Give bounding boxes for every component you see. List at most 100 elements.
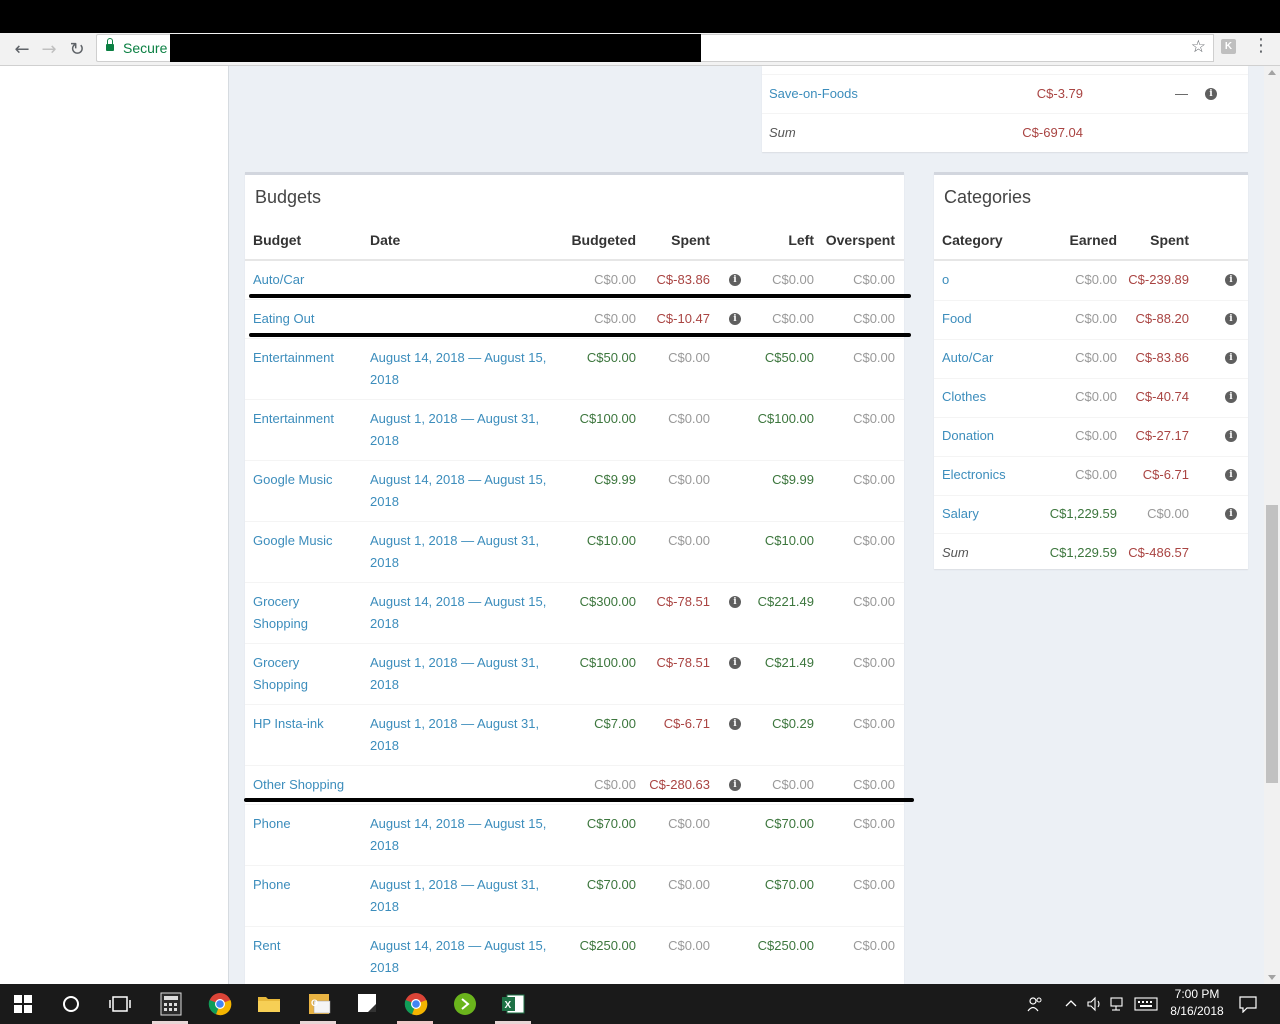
budget-date-link-line2[interactable]: 2018 (370, 616, 399, 631)
row-divider (934, 456, 1248, 457)
info-icon[interactable]: i (729, 779, 741, 791)
budget-name-link[interactable]: HP Insta-ink (253, 716, 324, 731)
budget-name-link[interactable]: Grocery (253, 655, 300, 670)
info-icon[interactable]: i (1225, 313, 1237, 325)
info-icon[interactable]: i (1225, 508, 1237, 520)
budget-date-link[interactable]: August 1, 2018 — August 31, (370, 411, 540, 426)
budget-name-link[interactable]: Google Music (253, 472, 333, 487)
col-date[interactable]: Date (370, 232, 401, 248)
budget-name-link[interactable]: Grocery (253, 594, 300, 609)
budget-date-link-line2[interactable]: 2018 (370, 555, 399, 570)
budget-date-link[interactable]: August 14, 2018 — August 15, (370, 350, 547, 365)
file-explorer-icon[interactable] (257, 992, 281, 1016)
terminal-app-icon[interactable] (453, 992, 477, 1016)
page-scrollbar[interactable] (1264, 66, 1280, 984)
chrome-active-icon[interactable] (404, 992, 428, 1016)
info-icon[interactable]: i (729, 596, 741, 608)
budget-date-link-line2[interactable]: 2018 (370, 960, 399, 975)
budget-date-link[interactable]: August 1, 2018 — August 31, (370, 877, 540, 892)
budget-date-link[interactable]: August 14, 2018 — August 15, (370, 594, 547, 609)
category-name-link[interactable]: Food (942, 311, 972, 326)
budget-date-link-line2[interactable]: 2018 (370, 677, 399, 692)
volume-icon[interactable] (1087, 996, 1103, 1012)
info-icon[interactable]: i (729, 313, 741, 325)
budget-date-link[interactable]: August 14, 2018 — August 15, (370, 938, 547, 953)
budget-name-link[interactable]: Auto/Car (253, 272, 305, 287)
budget-name-link-line2[interactable]: Shopping (253, 616, 308, 631)
info-icon[interactable]: i (729, 718, 741, 730)
budget-date-link[interactable]: August 1, 2018 — August 31, (370, 655, 540, 670)
calculator-icon[interactable] (160, 992, 184, 1016)
col-earned[interactable]: Earned (1069, 232, 1117, 248)
info-icon[interactable]: i (729, 274, 741, 286)
task-view-icon[interactable] (109, 994, 131, 1014)
info-icon[interactable]: i (1225, 391, 1237, 403)
payee-link[interactable]: Save-on-Foods (769, 86, 858, 101)
page-sidebar (0, 66, 229, 984)
windows-start-icon[interactable] (14, 995, 32, 1013)
budget-date-link-line2[interactable]: 2018 (370, 838, 399, 853)
budget-name-link[interactable]: Entertainment (253, 411, 334, 426)
budget-date-link[interactable]: August 14, 2018 — August 15, (370, 472, 547, 487)
budget-name-link[interactable]: Rent (253, 938, 281, 953)
category-name-link[interactable]: Donation (942, 428, 995, 443)
budget-name-link[interactable]: Google Music (253, 533, 333, 548)
info-icon[interactable]: i (729, 657, 741, 669)
forward-icon[interactable]: → (41, 39, 57, 60)
budget-date-link[interactable]: August 1, 2018 — August 31, (370, 533, 540, 548)
budget-name-link[interactable]: Phone (253, 816, 291, 831)
budget-date-link-line2[interactable]: 2018 (370, 899, 399, 914)
budget-date-link[interactable]: August 1, 2018 — August 31, (370, 716, 540, 731)
col-cat-spent[interactable]: Spent (1150, 232, 1189, 248)
keyboard-icon[interactable] (1134, 997, 1158, 1011)
address-bar-redacted[interactable] (170, 34, 701, 62)
network-icon[interactable] (1110, 996, 1126, 1012)
budget-date-link-line2[interactable]: 2018 (370, 738, 399, 753)
budget-date-link-line2[interactable]: 2018 (370, 372, 399, 387)
budget-name-link[interactable]: Other Shopping (253, 777, 345, 792)
col-spent[interactable]: Spent (671, 232, 710, 248)
cortana-search-icon[interactable] (62, 995, 80, 1013)
sticky-notes-icon[interactable] (356, 992, 380, 1016)
clock-date[interactable]: 8/16/2018 (1170, 1004, 1224, 1018)
outlook-icon[interactable]: O (306, 992, 331, 1016)
browser-menu-icon[interactable]: ⋮ (1252, 35, 1270, 56)
clock-time[interactable]: 7:00 PM (1174, 987, 1220, 1001)
col-budgeted[interactable]: Budgeted (571, 232, 636, 248)
reload-icon[interactable]: ↻ (69, 39, 85, 60)
category-name-link[interactable]: Electronics (942, 467, 1006, 482)
extension-icon[interactable]: K (1221, 39, 1236, 54)
scroll-up-arrow-icon[interactable] (1268, 70, 1276, 75)
budget-date-link-line2[interactable]: 2018 (370, 433, 399, 448)
action-center-icon[interactable] (1239, 995, 1257, 1014)
info-icon[interactable]: i (1225, 274, 1237, 286)
scroll-thumb[interactable] (1266, 505, 1278, 783)
col-budget[interactable]: Budget (253, 232, 302, 248)
info-icon[interactable]: i (1225, 469, 1237, 481)
address-bar[interactable]: ☆ (701, 34, 1214, 62)
people-icon[interactable] (1027, 996, 1043, 1012)
info-icon[interactable]: i (1225, 352, 1237, 364)
col-category[interactable]: Category (942, 232, 1003, 248)
budget-name-link[interactable]: Eating Out (253, 311, 315, 326)
excel-icon[interactable]: X (501, 992, 525, 1016)
address-bar-security[interactable]: Secure (96, 34, 170, 62)
chrome-icon[interactable] (208, 992, 232, 1016)
info-icon[interactable]: i (1205, 88, 1217, 100)
col-overspent[interactable]: Overspent (825, 232, 895, 248)
budget-name-link[interactable]: Phone (253, 877, 291, 892)
budget-name-link-line2[interactable]: Shopping (253, 677, 308, 692)
category-name-link[interactable]: Clothes (942, 389, 987, 404)
info-icon[interactable]: i (1225, 430, 1237, 442)
category-name-link[interactable]: o (942, 272, 950, 287)
category-name-link[interactable]: Auto/Car (942, 350, 994, 365)
category-name-link[interactable]: Salary (942, 506, 979, 521)
col-left[interactable]: Left (788, 232, 814, 248)
chevron-up-icon[interactable] (1064, 996, 1078, 1010)
budget-date-link[interactable]: August 14, 2018 — August 15, (370, 816, 547, 831)
scroll-down-arrow-icon[interactable] (1268, 975, 1276, 980)
bookmark-star-icon[interactable]: ☆ (1190, 37, 1206, 57)
budget-date-link-line2[interactable]: 2018 (370, 494, 399, 509)
back-icon[interactable]: ← (14, 39, 30, 60)
budget-name-link[interactable]: Entertainment (253, 350, 334, 365)
